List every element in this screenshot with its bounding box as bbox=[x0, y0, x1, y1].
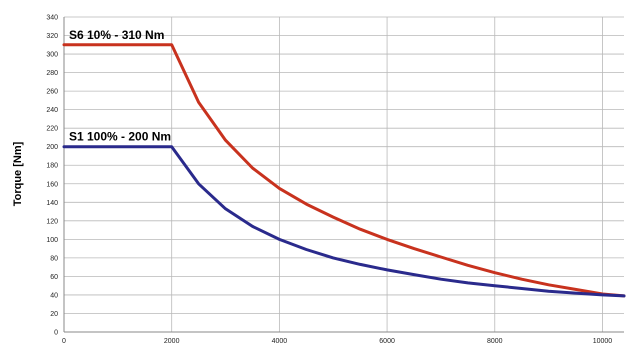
series-layer bbox=[62, 43, 626, 298]
y-tick-label: 0 bbox=[54, 330, 58, 337]
y-tick-label: 340 bbox=[46, 15, 58, 22]
y-tick-label: 20 bbox=[50, 311, 58, 318]
y-tick-label: 200 bbox=[46, 144, 58, 151]
x-tick-label: 6000 bbox=[379, 338, 395, 345]
y-tick-label: 280 bbox=[46, 70, 58, 77]
y-tick-label: 320 bbox=[46, 33, 58, 40]
y-tick-label: 120 bbox=[46, 218, 58, 225]
series-line-s1 bbox=[62, 145, 626, 298]
x-tick-label: 0 bbox=[62, 338, 66, 345]
x-tick-label: 2000 bbox=[164, 338, 180, 345]
y-axis-label: Torque [Nm] bbox=[12, 141, 24, 206]
ticks-layer: 0 20 40 60 80 100 120 140 160 180 200 220 240 260 280 3… bbox=[46, 15, 612, 345]
series-annotation-s6: S6 10% - 310 Nm bbox=[69, 28, 164, 42]
grid-layer bbox=[63, 16, 624, 333]
y-tick-label: 80 bbox=[50, 255, 58, 262]
y-tick-label: 60 bbox=[50, 274, 58, 281]
series-line-s6 bbox=[62, 43, 626, 298]
y-tick-label: 40 bbox=[50, 292, 58, 299]
y-tick-label: 220 bbox=[46, 126, 58, 133]
x-tick-label: 8000 bbox=[487, 338, 503, 345]
y-tick-label: 100 bbox=[46, 237, 58, 244]
y-tick-label: 260 bbox=[46, 89, 58, 96]
x-tick-label: 10000 bbox=[593, 338, 613, 345]
y-tick-label: 180 bbox=[46, 163, 58, 170]
axis-layer bbox=[63, 17, 624, 333]
y-tick-label: 300 bbox=[46, 52, 58, 59]
labels-layer: Torque [Nm] S6 10% - 310 Nm S1 100% - 200… bbox=[12, 28, 171, 206]
series-annotation-s1: S1 100% - 200 Nm bbox=[69, 130, 171, 144]
y-tick-label: 160 bbox=[46, 181, 58, 188]
y-tick-label: 140 bbox=[46, 200, 58, 207]
y-tick-label: 240 bbox=[46, 107, 58, 114]
x-tick-label: 4000 bbox=[272, 338, 288, 345]
